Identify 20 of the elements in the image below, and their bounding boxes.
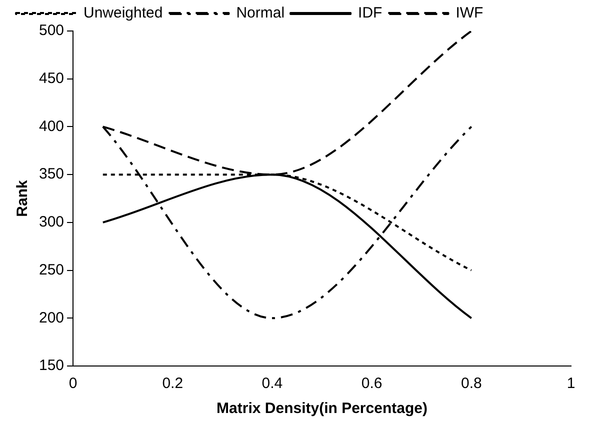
y-axis-title: Rank [14, 180, 32, 217]
y-tick-label: 200 [38, 309, 64, 326]
y-tick-label: 500 [38, 22, 64, 40]
x-tick-label: 0.8 [460, 375, 482, 392]
y-tick-label: 350 [38, 166, 64, 183]
legend-label: IWF [456, 4, 484, 22]
y-tick-label: 400 [38, 118, 64, 135]
x-tick-label: 0.4 [262, 375, 283, 392]
y-tick-label: 450 [38, 70, 64, 87]
y-tick-label: 150 [38, 357, 64, 374]
legend-label: Normal [236, 4, 285, 22]
legend-label: Unweighted [84, 4, 163, 22]
x-tick-label: 1 [566, 375, 576, 392]
x-axis-title: Matrix Density(in Percentage) [216, 400, 428, 418]
y-tick-label: 250 [38, 261, 64, 278]
x-tick-label: 0.2 [162, 375, 184, 392]
x-tick-label: 0.6 [361, 375, 382, 392]
y-tick-label: 300 [38, 214, 64, 231]
x-tick-label: 0 [68, 375, 78, 392]
legend-label: IDF [358, 4, 382, 22]
